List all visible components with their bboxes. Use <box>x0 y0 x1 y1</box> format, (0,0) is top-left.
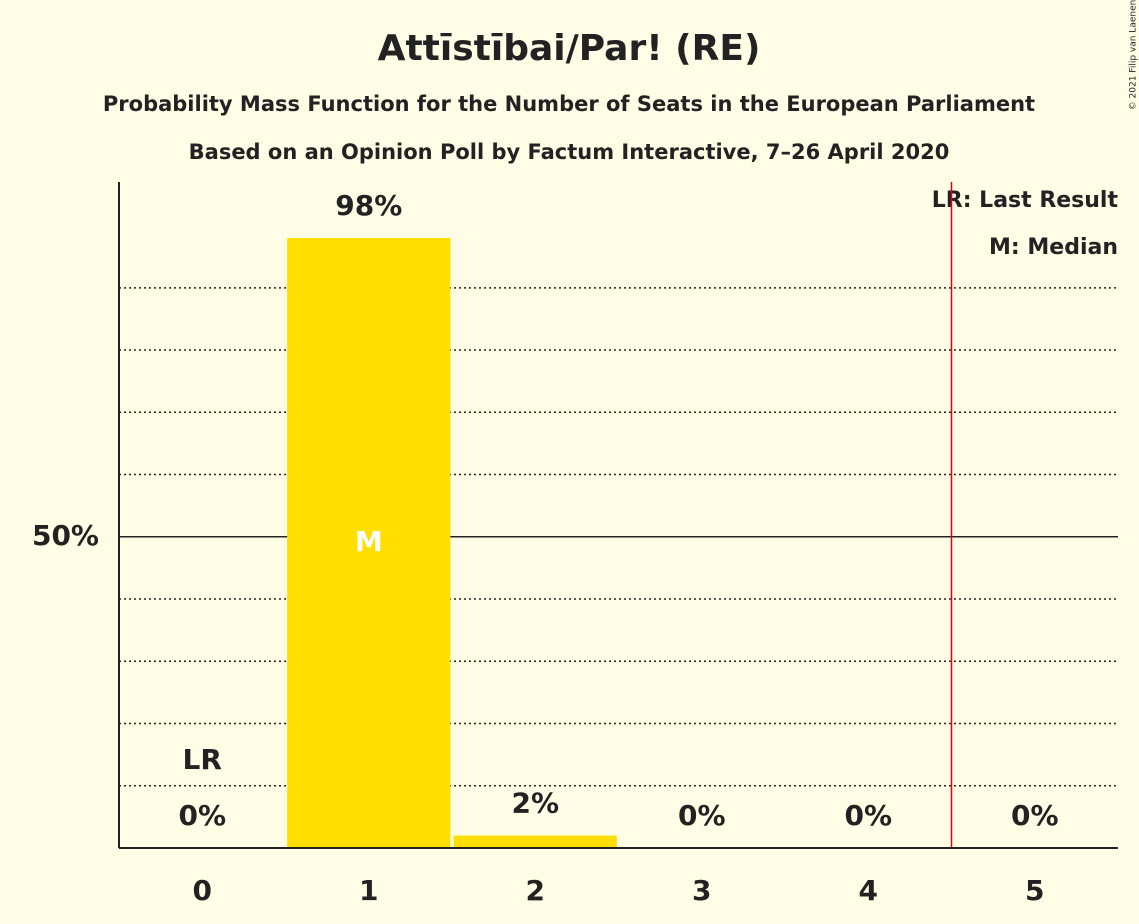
chart-subtitle: Probability Mass Function for the Number… <box>103 92 1035 116</box>
x-tick-label: 2 <box>526 874 545 907</box>
value-label: 0% <box>1011 799 1059 832</box>
x-tick-label: 3 <box>692 874 711 907</box>
value-label: 0% <box>678 799 726 832</box>
legend-entry: LR: Last Result <box>932 188 1119 213</box>
copyright: © 2021 Filip van Laenen <box>1129 0 1139 110</box>
x-tick-label: 1 <box>359 874 378 907</box>
x-tick-label: 0 <box>193 874 212 907</box>
value-label: 0% <box>178 799 226 832</box>
value-label: 98% <box>335 189 402 222</box>
bar <box>287 238 451 849</box>
x-tick-label: 4 <box>859 874 878 907</box>
value-label: 2% <box>511 787 559 820</box>
legend-entry: M: Median <box>989 235 1118 260</box>
chart-title: Attīstībai/Par! (RE) <box>378 28 761 69</box>
chart-subtitle: Based on an Opinion Poll by Factum Inter… <box>189 140 950 164</box>
x-tick-label: 5 <box>1025 874 1044 907</box>
median-label: M <box>355 525 383 558</box>
bar <box>453 835 617 848</box>
y-tick-label: 50% <box>32 519 99 552</box>
value-label: 0% <box>844 799 892 832</box>
last-result-label: LR <box>183 743 222 776</box>
